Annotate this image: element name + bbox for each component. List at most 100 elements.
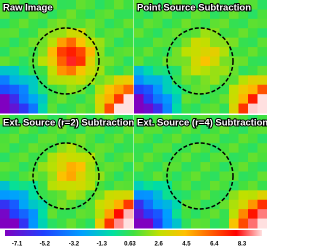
heatmap-cell xyxy=(172,0,182,10)
heatmap-cell xyxy=(38,180,48,191)
heatmap-cell xyxy=(47,152,58,163)
heatmap-cell xyxy=(95,18,105,29)
heatmap-cell xyxy=(76,152,86,163)
heatmap-cell xyxy=(200,0,211,10)
heatmap-cell xyxy=(134,94,144,105)
heatmap-cell xyxy=(134,18,144,29)
heatmap-cell xyxy=(219,47,230,57)
heatmap-cell xyxy=(257,209,267,220)
heatmap-cell xyxy=(153,199,163,210)
colorbar-tick-label: -5.2 xyxy=(40,242,51,248)
heatmap-cell xyxy=(210,115,220,125)
heatmap-cell xyxy=(153,37,163,48)
heatmap-cell xyxy=(134,65,144,76)
heatmap-cell xyxy=(66,199,77,210)
heatmap-cell xyxy=(0,75,10,86)
heatmap-cell xyxy=(0,84,10,95)
heatmap-cell xyxy=(95,75,105,86)
heatmap-cell xyxy=(114,209,124,220)
heatmap-cell xyxy=(76,190,86,201)
heatmap-cell xyxy=(0,0,10,10)
heatmap-cell xyxy=(248,180,258,191)
heatmap-cell xyxy=(76,56,86,67)
heatmap-cell xyxy=(219,180,230,191)
heatmap-cell xyxy=(238,171,249,182)
heatmap-cell xyxy=(123,103,134,114)
heatmap-cell xyxy=(66,84,77,95)
heatmap-cell xyxy=(104,75,115,86)
heatmap-cell xyxy=(19,115,29,125)
heatmap-cell xyxy=(123,152,134,163)
heatmap-cell xyxy=(0,209,10,220)
heatmap-cell xyxy=(85,18,96,29)
heatmap-cell xyxy=(248,115,258,125)
heatmap-cell xyxy=(9,133,20,144)
heatmap-cell xyxy=(9,115,20,125)
heatmap-cell xyxy=(85,199,96,210)
heatmap-cell xyxy=(38,94,48,105)
panel: Ext. Source (r=2) Subtraction xyxy=(0,115,135,229)
heatmap-cell xyxy=(38,75,48,86)
heatmap-cell xyxy=(162,199,173,210)
heatmap-cell xyxy=(238,56,249,67)
heatmap-cell xyxy=(162,218,173,229)
heatmap-cell xyxy=(76,28,86,39)
heatmap-cell xyxy=(19,75,29,86)
heatmap-cell xyxy=(229,199,239,210)
heatmap-cell xyxy=(0,199,10,210)
heatmap-cell xyxy=(66,56,77,67)
heatmap-cell xyxy=(219,56,230,67)
heatmap-cell xyxy=(181,84,192,95)
heatmap-cell xyxy=(123,37,134,48)
heatmap-cell xyxy=(219,199,230,210)
heatmap-cell xyxy=(200,56,211,67)
heatmap-cell xyxy=(210,56,220,67)
heatmap-cell xyxy=(57,56,67,67)
heatmap-cell xyxy=(85,152,96,163)
heatmap-cell xyxy=(47,124,58,135)
heatmap-cell xyxy=(47,9,58,20)
heatmap-cell xyxy=(66,162,77,172)
heatmap-cell xyxy=(210,190,220,201)
heatmap-cell xyxy=(153,218,163,229)
heatmap-cell xyxy=(238,9,249,20)
heatmap-cell xyxy=(200,103,211,114)
heatmap-cell xyxy=(229,28,239,39)
heatmap-cell xyxy=(28,37,39,48)
heatmap-cell xyxy=(123,190,134,201)
heatmap-cell xyxy=(191,94,201,105)
heatmap-cell xyxy=(248,28,258,39)
heatmap-cell xyxy=(172,56,182,67)
heatmap-cell xyxy=(104,171,115,182)
heatmap-cell xyxy=(191,18,201,29)
heatmap-cell xyxy=(104,162,115,172)
heatmap-cell xyxy=(162,180,173,191)
heatmap-cell xyxy=(76,18,86,29)
heatmap-cell xyxy=(104,47,115,57)
heatmap-cell xyxy=(181,133,192,144)
heatmap-cell xyxy=(57,199,67,210)
heatmap-cell xyxy=(0,94,10,105)
heatmap-cell xyxy=(95,0,105,10)
heatmap-cell xyxy=(0,152,10,163)
panel-title: Ext. Source (r=2) Subtraction xyxy=(3,118,134,129)
heatmap-cell xyxy=(219,94,230,105)
aperture-circle xyxy=(166,27,234,95)
heatmap-cell xyxy=(85,0,96,10)
heatmap-cell xyxy=(143,103,154,114)
heatmap-cell xyxy=(162,162,173,172)
heatmap-cell xyxy=(9,124,20,135)
heatmap-cell xyxy=(210,152,220,163)
heatmap-cell xyxy=(38,190,48,201)
heatmap-cell xyxy=(47,190,58,201)
heatmap-cell xyxy=(38,133,48,144)
heatmap-cell xyxy=(200,18,211,29)
heatmap-cell xyxy=(9,47,20,57)
heatmap-cell xyxy=(181,9,192,20)
heatmap-cell xyxy=(219,124,230,135)
heatmap-cell xyxy=(114,37,124,48)
heatmap-cell xyxy=(38,124,48,135)
heatmap-cell xyxy=(104,209,115,220)
heatmap-cell xyxy=(162,84,173,95)
heatmap-cell xyxy=(47,18,58,29)
